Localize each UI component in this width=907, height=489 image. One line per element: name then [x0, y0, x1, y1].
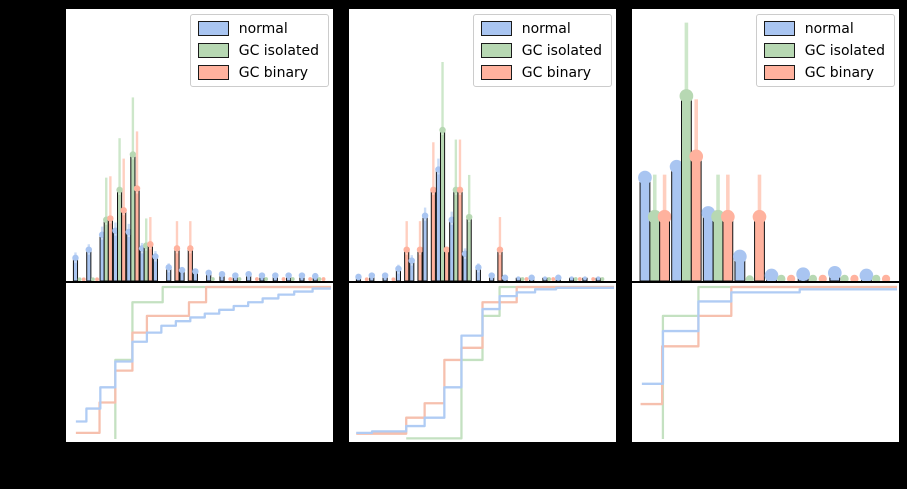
legend: normal GC isolated GC binary	[472, 14, 612, 87]
cdf-chart-left	[75, 285, 332, 439]
legend-swatch-normal	[480, 21, 512, 36]
legend-item-gc-binary: GC binary	[197, 64, 319, 81]
legend-swatch-gc-isolated	[763, 43, 795, 58]
cdf-chart-right	[640, 285, 898, 439]
cdf-chart-middle	[356, 285, 615, 440]
cdf-panel-middle	[348, 283, 617, 443]
legend-item-gc-isolated: GC isolated	[197, 42, 319, 59]
legend-swatch-gc-binary	[197, 65, 229, 80]
legend-label-gc-binary: GC binary	[238, 64, 309, 81]
legend-item-gc-binary: GC binary	[480, 64, 602, 81]
legend-label-gc-isolated: GC isolated	[521, 42, 602, 59]
legend-swatch-normal	[197, 21, 229, 36]
histogram-panel-middle: normal GC isolated GC binary	[348, 8, 617, 283]
panel-column-middle: normal GC isolated GC binary	[348, 8, 617, 443]
legend-item-gc-isolated: GC isolated	[763, 42, 885, 59]
histogram-chart-middle	[355, 62, 605, 281]
legend-item-gc-isolated: GC isolated	[480, 42, 602, 59]
legend-swatch-gc-binary	[480, 65, 512, 80]
legend-item-normal: normal	[480, 20, 602, 37]
panel-column-right: normal GC isolated GC binary	[631, 8, 900, 443]
legend-label-gc-binary: GC binary	[804, 64, 875, 81]
panel-column-left: normal GC isolated GC binary	[65, 8, 334, 443]
histogram-chart-right	[638, 22, 891, 281]
legend-swatch-gc-isolated	[480, 43, 512, 58]
histogram-chart-left	[72, 97, 326, 281]
cdf-panel-right	[631, 283, 900, 443]
legend-swatch-gc-isolated	[197, 43, 229, 58]
legend-swatch-gc-binary	[763, 65, 795, 80]
histogram-panel-right: normal GC isolated GC binary	[631, 8, 900, 283]
legend-label-normal: normal	[238, 20, 288, 37]
legend-item-normal: normal	[763, 20, 885, 37]
legend-item-normal: normal	[197, 20, 319, 37]
legend-label-gc-isolated: GC isolated	[238, 42, 319, 59]
legend-label-normal: normal	[804, 20, 854, 37]
cdf-panel-left	[65, 283, 334, 443]
legend-label-gc-isolated: GC isolated	[804, 42, 885, 59]
legend-label-normal: normal	[521, 20, 571, 37]
histogram-panel-left: normal GC isolated GC binary	[65, 8, 334, 283]
legend: normal GC isolated GC binary	[189, 14, 329, 87]
legend: normal GC isolated GC binary	[755, 14, 895, 87]
legend-item-gc-binary: GC binary	[763, 64, 885, 81]
legend-label-gc-binary: GC binary	[521, 64, 592, 81]
legend-swatch-normal	[763, 21, 795, 36]
